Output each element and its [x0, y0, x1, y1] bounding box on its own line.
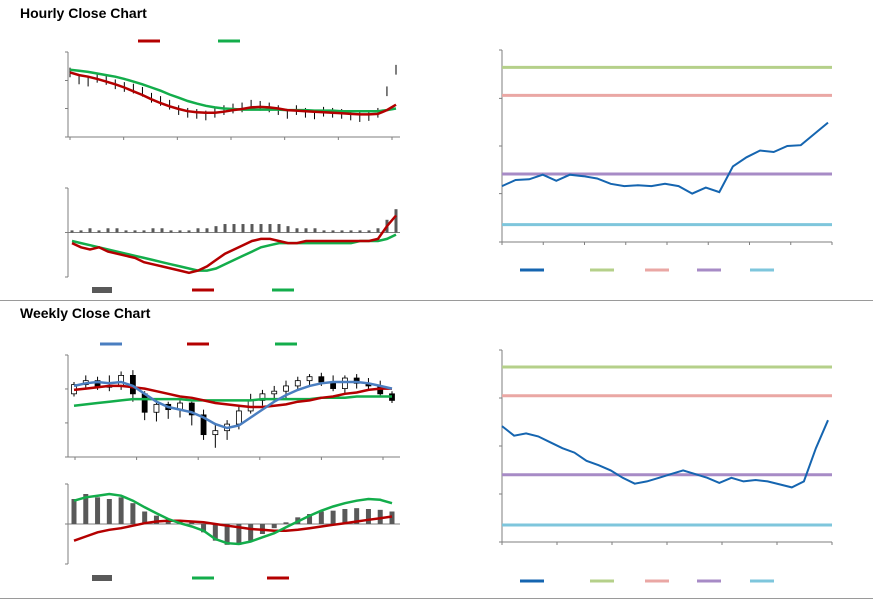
weekly-1w-chart [499, 349, 833, 583]
divergence-bar [160, 228, 164, 233]
candle-body [153, 403, 160, 413]
candle-body [259, 393, 266, 401]
divergence-bar [88, 228, 92, 233]
divergence-bar [169, 230, 173, 233]
divergence-bar [268, 224, 272, 233]
divergence-bar [106, 228, 110, 233]
section-divider-bottom [0, 598, 873, 599]
divergence-bar [259, 224, 263, 233]
divergence-bar [330, 510, 336, 524]
divergence-bar [307, 514, 313, 524]
divergence-bar [358, 230, 362, 233]
weekly-macd-line [73, 492, 393, 546]
divergence-bar [295, 228, 299, 233]
divergence-bar [271, 524, 277, 529]
candle-body [141, 393, 148, 413]
divergence-bar [187, 230, 191, 233]
hourly-macd-chart [65, 187, 400, 293]
divergence-bar [354, 508, 360, 524]
hourly-24h-chart [499, 49, 833, 272]
divergence-bar [250, 224, 254, 233]
candle-body [271, 390, 278, 395]
weekly-section-title: Weekly Close Chart [20, 305, 151, 321]
divergence-bar [97, 230, 101, 233]
divergence-bar [115, 228, 119, 233]
divergence-bar [248, 524, 254, 541]
divergence-bar [367, 230, 371, 233]
close-line [501, 419, 829, 489]
section-divider-top [0, 300, 873, 301]
candle-body [118, 375, 125, 387]
legend-divergence-swatch [92, 575, 112, 581]
divergence-bar [236, 524, 242, 545]
divergence-bar [223, 224, 227, 233]
candle-body [200, 414, 207, 436]
divergence-bar [377, 509, 383, 524]
divergence-bar [365, 509, 371, 524]
divergence-bar [133, 230, 137, 233]
divergence-bar [394, 209, 398, 233]
weekly-macd-signal-line [73, 515, 393, 542]
divergence-bar [118, 497, 124, 524]
legend-divergence-swatch [92, 287, 112, 293]
divergence-bar [318, 511, 324, 524]
divergence-bar [142, 230, 146, 233]
candle-body [318, 376, 325, 383]
divergence-bar [178, 230, 182, 233]
ma20-line [69, 71, 397, 116]
candle-body [212, 430, 219, 436]
divergence-bar [130, 503, 136, 524]
divergence-bar [71, 499, 77, 524]
divergence-bar [241, 224, 245, 233]
ma40-week-line [73, 395, 392, 407]
divergence-bar [196, 228, 200, 233]
divergence-bar [205, 228, 209, 233]
candle-body [306, 376, 313, 382]
divergence-bar [322, 230, 326, 233]
divergence-bar [83, 494, 89, 524]
divergence-bar [304, 228, 308, 233]
divergence-bar [212, 524, 218, 541]
divergence-bar [313, 228, 317, 233]
divergence-bar [70, 230, 74, 233]
divergence-bar [286, 226, 290, 233]
ma4-week-line [73, 380, 393, 430]
candle-body [353, 377, 360, 384]
divergence-bar [79, 230, 83, 233]
divergence-bar [331, 230, 335, 233]
divergence-bar [340, 230, 344, 233]
divergence-bar [153, 515, 159, 524]
divergence-bar [95, 497, 101, 524]
candle-body [283, 385, 289, 392]
candle-body [341, 377, 348, 389]
divergence-bar [283, 522, 289, 524]
weekly-macd-chart [65, 483, 400, 581]
divergence-bar [124, 230, 128, 233]
divergence-bar [342, 509, 348, 524]
hourly-section-title: Hourly Close Chart [20, 5, 147, 21]
close-line [501, 121, 829, 195]
candle-body [294, 380, 301, 387]
candle-body [235, 410, 242, 425]
divergence-bar [376, 228, 380, 233]
macd-line [71, 214, 397, 275]
macd-signal-line [71, 233, 397, 272]
candle-body [188, 402, 195, 416]
ma13-week-line [73, 384, 392, 409]
divergence-bar [142, 511, 148, 524]
divergence-bar [151, 228, 155, 233]
divergence-bar [106, 499, 112, 524]
divergence-bar [201, 524, 207, 533]
weekly-price-chart [65, 342, 400, 460]
divergence-bar [232, 224, 236, 233]
divergence-bar [277, 224, 281, 233]
divergence-bar [349, 230, 353, 233]
divergence-bar [224, 524, 230, 545]
hourly-price-chart [65, 39, 400, 140]
divergence-bar [214, 226, 218, 233]
